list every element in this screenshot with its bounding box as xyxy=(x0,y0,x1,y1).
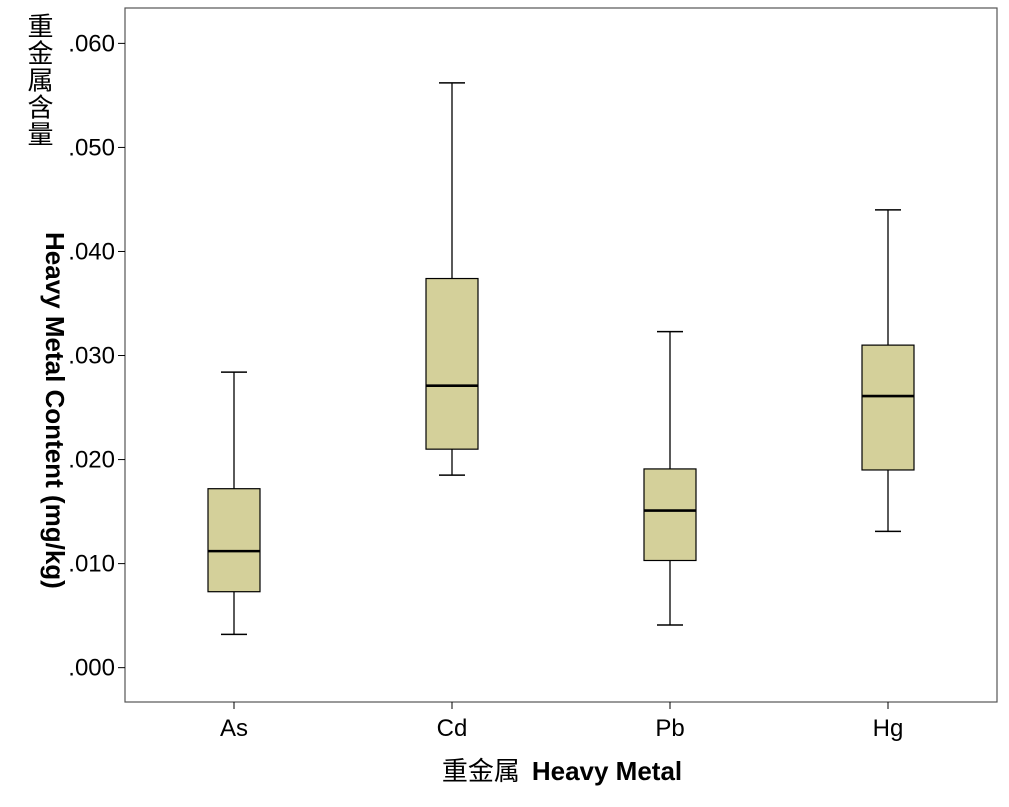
iqr-box xyxy=(207,488,261,593)
x-axis-title: 重金属 Heavy Metal xyxy=(442,756,682,787)
y-axis-title-cjk: 重金属含量 xyxy=(23,12,53,147)
y-axis-title-en: Heavy Metal Content (mg/kg) xyxy=(40,232,70,589)
box-as xyxy=(207,371,261,636)
x-axis: As Cd Pb Hg xyxy=(220,702,903,742)
y-tick-label: .020 xyxy=(68,447,115,474)
iqr-box xyxy=(643,468,697,562)
y-tick-label: .000 xyxy=(68,655,115,682)
box-cd xyxy=(425,82,479,476)
x-axis-title-cjk: 重金属 xyxy=(442,757,520,787)
y-axis: .000 .010 .020 .030 .040 .050 .060 xyxy=(68,30,125,682)
iqr-box xyxy=(425,277,479,450)
x-tick-label: Hg xyxy=(873,715,904,742)
boxes xyxy=(207,82,915,636)
box-hg xyxy=(861,209,915,533)
iqr-box xyxy=(861,344,915,471)
x-tick-label: Cd xyxy=(437,715,468,742)
y-tick-label: .010 xyxy=(68,551,115,578)
x-tick-label: Pb xyxy=(655,715,684,742)
y-tick-label: .060 xyxy=(68,30,115,57)
x-tick-label: As xyxy=(220,715,248,742)
x-axis-title-en: Heavy Metal xyxy=(532,756,682,786)
y-tick-label: .030 xyxy=(68,343,115,370)
y-tick-label: .050 xyxy=(68,134,115,161)
plot-frame xyxy=(124,7,998,703)
box-pb xyxy=(643,330,697,626)
y-tick-label: .040 xyxy=(68,238,115,265)
